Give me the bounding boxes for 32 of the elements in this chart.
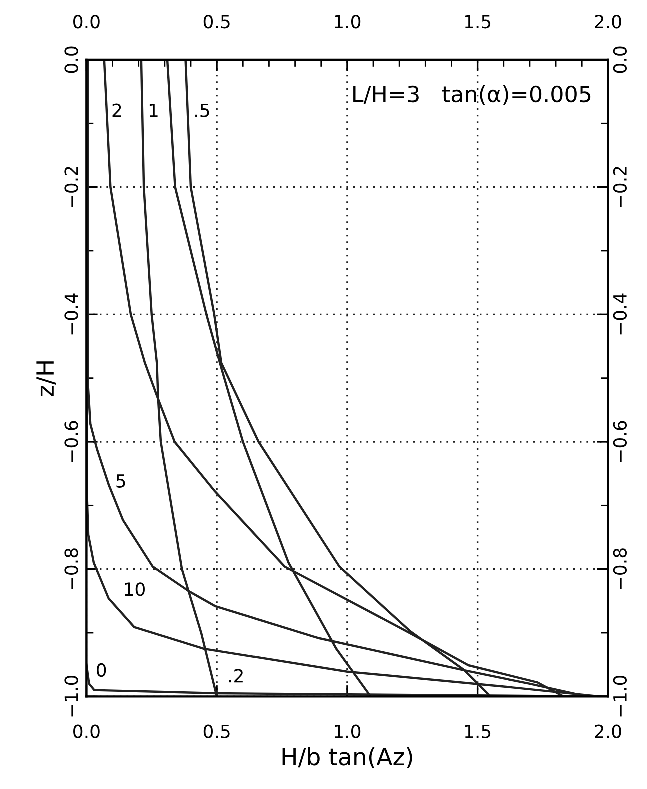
y-tick-label: −1.0: [64, 676, 78, 717]
series-label: .5: [196, 104, 210, 118]
x-tick-label: 0.5: [204, 724, 230, 738]
y2-tick-label: −0.6: [613, 421, 628, 462]
y-tick-label: 0.0: [64, 46, 78, 74]
y-tick-label: −0.8: [64, 548, 78, 590]
x-tick-label: 1.0: [335, 724, 361, 738]
x-tick-label: 2.0: [595, 724, 622, 738]
x-axis-title: H/b tan(Az): [282, 747, 412, 769]
y2-tick-label: −0.2: [613, 167, 628, 208]
y2-tick-label: −0.4: [613, 294, 628, 335]
series-label: 2: [112, 104, 122, 118]
series-label: 0: [97, 663, 106, 678]
series-label: 5: [116, 474, 126, 488]
y2-tick-label: 0.0: [613, 46, 628, 74]
y2-tick-label: −1.0: [613, 676, 628, 717]
y-tick-label: −0.6: [64, 421, 78, 462]
x2-tick-label: 1.0: [335, 15, 361, 29]
y-axis-title: z/H: [36, 362, 56, 396]
series-label: 1: [150, 104, 158, 118]
y2-tick-label: −0.8: [613, 548, 628, 590]
y-tick-label: −0.2: [64, 167, 78, 208]
x2-tick-label: 2.0: [595, 15, 622, 29]
x-tick-label: 0.0: [74, 724, 100, 738]
x-tick-label: 1.5: [465, 725, 491, 738]
x2-tick-label: 1.5: [465, 15, 491, 29]
x2-tick-label: 0.0: [74, 15, 100, 29]
series-label: .2: [229, 669, 243, 683]
y-tick-label: −0.4: [64, 294, 78, 335]
annotation: L/H=3 tan(α)=0.005: [354, 85, 591, 106]
series-label: 10: [125, 582, 145, 596]
x2-tick-label: 0.5: [204, 15, 230, 29]
